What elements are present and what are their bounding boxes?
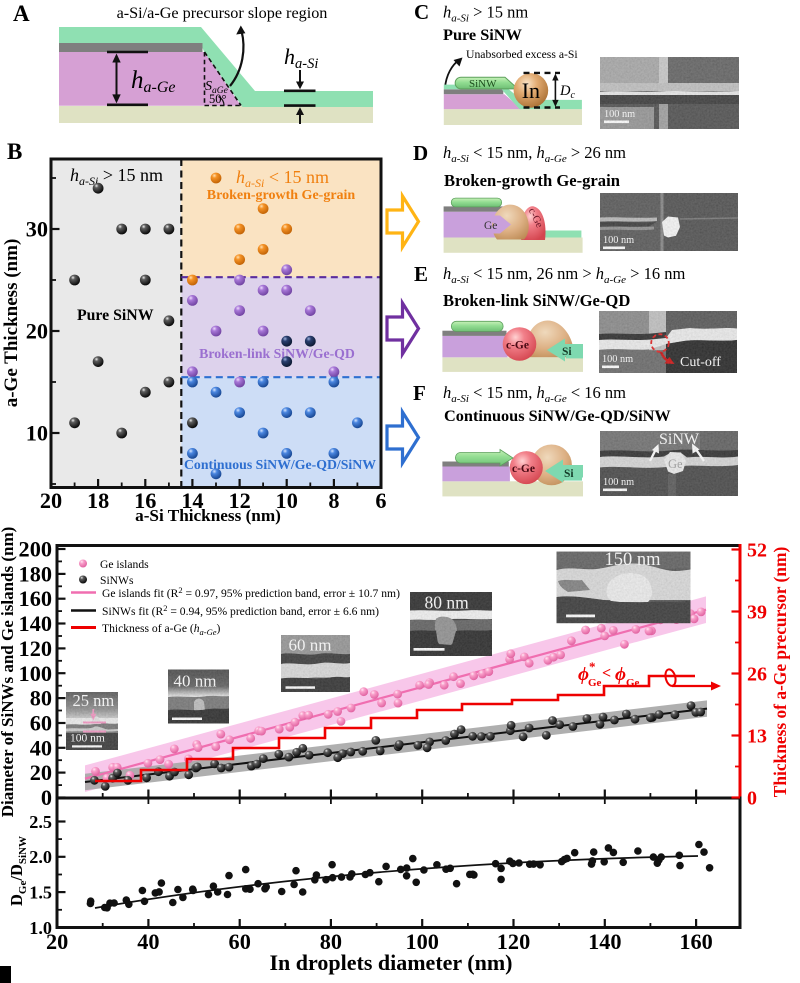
svg-text:180: 180	[19, 561, 52, 586]
svg-text:120: 120	[19, 636, 52, 661]
svg-text:Continuous SiNW/Ge-QD/SiNW: Continuous SiNW/Ge-QD/SiNW	[444, 406, 671, 425]
svg-text:SiNWs: SiNWs	[100, 574, 134, 587]
svg-text:26: 26	[747, 664, 767, 686]
svg-text:30: 30	[26, 217, 48, 242]
svg-text:Si: Si	[564, 468, 574, 480]
svg-text:c-Ge: c-Ge	[512, 463, 535, 475]
svg-text:Unabsorbed excess a-Si: Unabsorbed excess a-Si	[466, 48, 578, 61]
svg-text:Ge islands: Ge islands	[100, 558, 149, 571]
svg-text:DGe/DSiNW: DGe/DSiNW	[7, 836, 29, 906]
svg-text:ha-Si: ha-Si	[284, 44, 318, 72]
svg-text:F: F	[413, 381, 426, 405]
svg-text:Ge: Ge	[484, 220, 497, 232]
svg-text:C: C	[414, 0, 429, 24]
svg-text:D: D	[413, 141, 428, 165]
svg-text:ha-Si > 15 nm: ha-Si > 15 nm	[443, 3, 528, 25]
svg-text:0: 0	[41, 785, 52, 810]
svg-text:ha-Si < 15 nm, ha-Ge > 26 nm: ha-Si < 15 nm, ha-Ge > 26 nm	[443, 143, 626, 165]
svg-text:Pure SiNW: Pure SiNW	[443, 25, 523, 44]
svg-text:100: 100	[19, 661, 52, 686]
svg-text:a-Si/a-Ge precursor slope regi: a-Si/a-Ge precursor slope region	[117, 4, 328, 22]
svg-text:Diameter of SiNWs and Ge islan: Diameter of SiNWs and Ge islands (nm)	[0, 527, 17, 818]
svg-text:6: 6	[375, 488, 386, 513]
svg-text:SiNW: SiNW	[469, 78, 497, 90]
svg-text:1.5: 1.5	[29, 882, 52, 902]
svg-text:2.0: 2.0	[29, 847, 52, 867]
svg-text:A: A	[13, 1, 30, 26]
svg-text:Thickness of a-Ge precursor (: Thickness of a-Ge precursor (nm)	[770, 547, 790, 798]
svg-text:a-Ge Thickness (nm): a-Ge Thickness (nm)	[1, 239, 22, 408]
svg-text:Broken-link SiNW/Ge-QD: Broken-link SiNW/Ge-QD	[443, 291, 630, 310]
svg-text:In droplets diameter (nm): In droplets diameter (nm)	[269, 950, 512, 975]
svg-text:Ge: Ge	[588, 677, 602, 689]
svg-text:60: 60	[229, 929, 251, 954]
svg-text:ha-Si < 15 nm, 26 nm > ha-Ge: ha-Si < 15 nm, 26 nm > ha-Ge > 16 nm	[443, 264, 685, 286]
svg-text:Broken-growth Ge-grain: Broken-growth Ge-grain	[444, 171, 620, 190]
svg-text:8: 8	[328, 488, 339, 513]
svg-text:<: <	[602, 665, 611, 682]
svg-text:20: 20	[40, 488, 62, 513]
svg-text:52: 52	[747, 540, 767, 562]
svg-text:40: 40	[137, 929, 159, 954]
svg-text:80: 80	[320, 929, 342, 954]
svg-text:39: 39	[747, 602, 767, 624]
svg-text:1.0: 1.0	[29, 918, 52, 938]
svg-text:Ge: Ge	[626, 677, 640, 689]
svg-text:Si: Si	[562, 346, 572, 358]
svg-text:ϕ: ϕ	[578, 664, 589, 685]
svg-text:Dc: Dc	[559, 83, 575, 101]
svg-text:20: 20	[46, 929, 68, 954]
svg-text:18: 18	[87, 488, 109, 513]
svg-text:12: 12	[228, 488, 250, 513]
svg-text:Broken-link SiNW/Ge-QD: Broken-link SiNW/Ge-QD	[199, 346, 355, 361]
svg-text:60: 60	[30, 711, 52, 736]
svg-text:100: 100	[405, 929, 438, 954]
svg-text:13: 13	[747, 726, 767, 748]
svg-text:Continuous SiNW/Ge-QD/SiNW: Continuous SiNW/Ge-QD/SiNW	[184, 457, 376, 472]
svg-text:Pure SiNW: Pure SiNW	[77, 307, 154, 324]
svg-text:In: In	[522, 78, 540, 103]
svg-text:0: 0	[747, 788, 757, 810]
svg-text:Ge islands fit (R2 = 0.97, 95: Ge islands fit (R2 = 0.97, 95% predictio…	[102, 585, 400, 600]
svg-text:50°: 50°	[209, 92, 227, 106]
svg-text:Broken-growth Ge-grain: Broken-growth Ge-grain	[207, 188, 356, 203]
svg-text:Thickness of a-Ge (ha-Ge): Thickness of a-Ge (ha-Ge)	[102, 622, 221, 637]
svg-text:120: 120	[497, 929, 530, 954]
svg-text:ϕ: ϕ	[615, 664, 626, 685]
svg-text:160: 160	[679, 929, 712, 954]
svg-text:20: 20	[30, 760, 52, 785]
svg-text:20: 20	[26, 319, 48, 344]
svg-text:E: E	[414, 262, 428, 286]
svg-text:14: 14	[181, 488, 203, 513]
svg-text:c-Ge: c-Ge	[506, 340, 529, 352]
svg-text:160: 160	[19, 586, 52, 611]
svg-text:16: 16	[134, 488, 156, 513]
svg-text:140: 140	[588, 929, 621, 954]
svg-text:80: 80	[30, 686, 52, 711]
svg-text:140: 140	[19, 611, 52, 636]
svg-text:B: B	[7, 139, 22, 164]
svg-text:2.5: 2.5	[29, 812, 52, 832]
svg-text:SiNWs fit (R2 = 0.94, 95% pre: SiNWs fit (R2 = 0.94, 95% prediction ban…	[102, 603, 379, 618]
svg-text:a-Si Thickness (nm): a-Si Thickness (nm)	[135, 506, 281, 525]
svg-text:10: 10	[276, 488, 298, 513]
svg-text:40: 40	[30, 735, 52, 760]
svg-text:*: *	[589, 659, 596, 674]
svg-text:ha-Si < 15 nm, ha-Ge < 16 nm: ha-Si < 15 nm, ha-Ge < 16 nm	[443, 383, 626, 405]
svg-text:200: 200	[19, 537, 52, 562]
svg-text:10: 10	[26, 421, 48, 446]
